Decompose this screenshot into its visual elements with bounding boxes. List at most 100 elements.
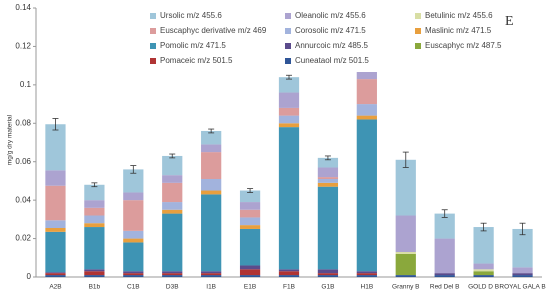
bar-segment: [512, 275, 533, 277]
bar-segment: [123, 169, 144, 193]
error-bar: [247, 188, 254, 193]
y-tick-label: 0.08: [15, 118, 31, 127]
legend-swatch: [415, 28, 421, 34]
bar-segment: [162, 213, 183, 272]
bar-segment: [473, 269, 494, 272]
bar-segment: [84, 227, 105, 270]
y-axis-label: mg/g dry material: [7, 114, 14, 165]
legend-label: Euscaphyc m/z 487.5: [425, 41, 502, 50]
y-tick-label: 0.1: [20, 80, 32, 89]
legend-label: Euscaphyc derivative m/z 469: [160, 26, 267, 35]
bar-segment: [395, 253, 416, 276]
bar-segment: [473, 275, 494, 277]
error-bar: [324, 155, 331, 161]
error-bar: [52, 118, 59, 131]
bar-segment: [84, 184, 105, 201]
x-tick-label: A2B: [49, 284, 61, 291]
legend-label: Pomolic m/z 471.5: [160, 41, 226, 50]
error-bar: [441, 209, 448, 218]
bar-segment: [84, 275, 105, 277]
bar-segment: [278, 271, 300, 276]
bar-segment: [473, 263, 494, 270]
bar-segment: [201, 273, 222, 276]
error-bar: [402, 151, 409, 168]
bar-segment: [239, 269, 261, 276]
bar-segment: [356, 271, 377, 274]
bar-segment: [162, 209, 183, 214]
error-bar: [130, 165, 137, 174]
legend-label: Annurcoic m/z 485.5: [295, 41, 368, 50]
legend-swatch: [150, 43, 156, 49]
x-tick-label: Granny B: [392, 284, 419, 291]
bar-segment: [473, 227, 494, 264]
x-tick-label: E1B: [244, 284, 256, 291]
bar-segment: [356, 275, 377, 277]
bar-segment: [317, 182, 339, 187]
bar-segment: [123, 273, 144, 276]
bar-segment: [395, 252, 416, 254]
x-tick-label: D3B: [166, 284, 179, 291]
bar-segment: [123, 192, 144, 201]
x-tick-label: C1B: [127, 284, 140, 291]
bar-segment: [45, 273, 66, 276]
legend-label: Corosolic m/z 471.5: [295, 26, 366, 35]
legend-label: Ursolic m/z 455.6: [160, 11, 222, 20]
x-tick-label: B1b: [89, 284, 101, 291]
bar-segment: [45, 228, 66, 232]
bar-segment: [123, 275, 144, 277]
bar-segment: [162, 275, 183, 277]
legend-swatch: [150, 58, 156, 64]
bar-segment: [162, 202, 183, 210]
bar-segment: [84, 223, 105, 228]
x-tick-label: I1B: [206, 284, 216, 291]
bar-segment: [123, 200, 144, 231]
legend-label: Pomaceic m/z 501.5: [160, 56, 233, 65]
bar-segment: [278, 77, 300, 93]
bar-segment: [317, 167, 339, 178]
bar-segment: [512, 273, 533, 276]
bar-segment: [317, 269, 339, 274]
legend-swatch: [150, 28, 156, 34]
bar-segment: [123, 238, 144, 243]
bar-segment: [434, 238, 455, 274]
bar-segment: [84, 215, 105, 224]
bar-segment: [239, 275, 261, 277]
bar-segment: [239, 209, 261, 218]
bar-segment: [201, 152, 222, 180]
error-bar: [480, 222, 487, 232]
bar-segment: [317, 275, 339, 277]
x-tick-label: G1B: [321, 284, 334, 291]
bar-segment: [45, 231, 66, 273]
legend-label: Cuneataol m/z 501.5: [295, 56, 369, 65]
bar-segment: [123, 271, 144, 274]
x-tick-label: ROYAL GALA B: [499, 284, 545, 291]
bar-segment: [201, 144, 222, 153]
bar-segment: [278, 275, 300, 277]
bar-segment: [512, 228, 533, 268]
bar-segment: [395, 215, 416, 253]
bar-segment: [278, 269, 300, 272]
y-tick-label: 0: [27, 272, 32, 281]
bar-segment: [45, 272, 66, 274]
bar-segment: [201, 271, 222, 274]
legend-swatch: [285, 28, 291, 34]
y-tick-label: 0.14: [15, 3, 31, 12]
bar-segment: [45, 124, 66, 171]
panel-label: E: [505, 14, 514, 29]
bar-segment: [201, 194, 222, 272]
error-bar: [208, 128, 215, 134]
bar-segment: [434, 213, 455, 239]
bar-segment: [434, 273, 455, 276]
bar-segment: [356, 115, 377, 120]
bar-segment: [512, 267, 533, 274]
bar-segment: [45, 275, 66, 277]
bar-segment: [395, 159, 416, 216]
legend-swatch: [415, 43, 421, 49]
bar-segment: [278, 127, 300, 270]
bar-segment: [317, 273, 339, 276]
x-tick-label: GOLD D B: [468, 284, 499, 291]
bar-segment: [84, 200, 105, 208]
bar-segment: [317, 186, 339, 270]
